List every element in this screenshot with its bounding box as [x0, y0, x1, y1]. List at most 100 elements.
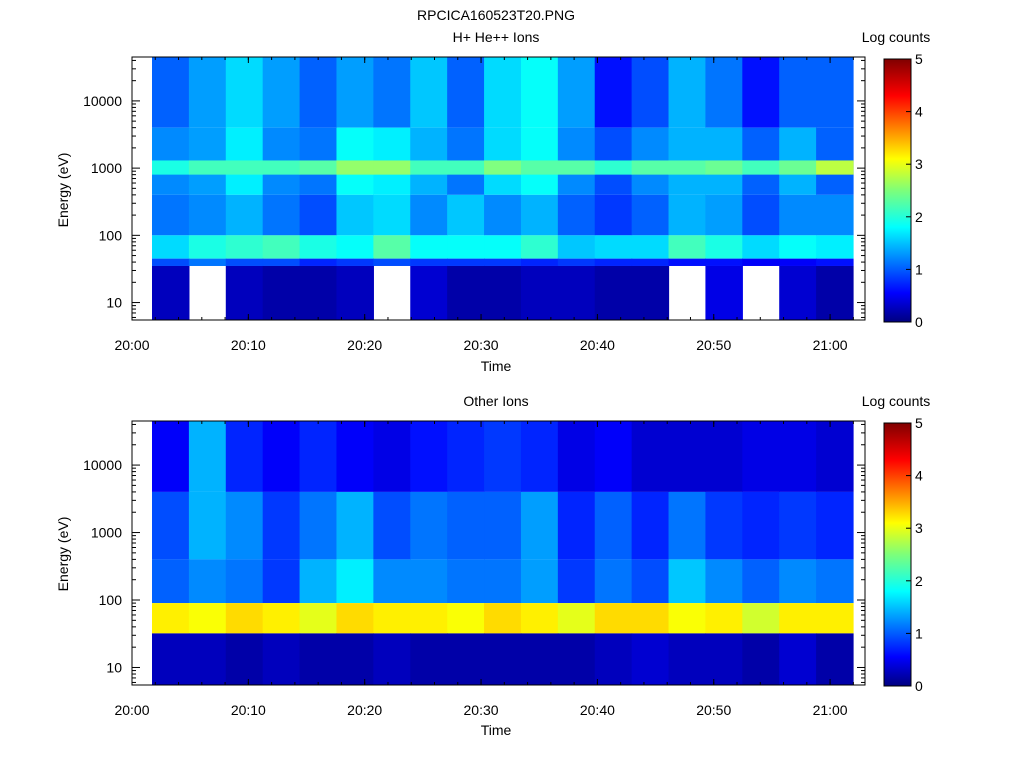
heatmap-cell: [410, 265, 448, 320]
colorbar-tick-label: 4: [915, 104, 923, 120]
heatmap-cell: [631, 265, 670, 320]
heatmap-cell: [336, 559, 374, 604]
colorbar-gradient: [883, 58, 912, 323]
colorbar-label: Log counts: [862, 393, 931, 409]
heatmap-cell: [594, 194, 633, 236]
heatmap-cell: [668, 491, 707, 560]
x-tick-label: 20:10: [231, 337, 266, 353]
heatmap-cell: [336, 491, 374, 560]
heatmap-cell: [742, 603, 780, 634]
heatmap-cell: [816, 194, 854, 236]
heatmap-cell: [373, 491, 411, 560]
heatmap-cell: [631, 57, 670, 128]
x-tick-label: 20:20: [347, 337, 382, 353]
heatmap-cells: [152, 421, 854, 685]
heatmap-cell: [631, 160, 670, 175]
heatmap-cell: [188, 421, 227, 492]
heatmap-cell: [484, 421, 522, 492]
heatmap-cell: [410, 57, 448, 128]
heatmap-cell: [520, 265, 559, 320]
x-tick-label: 20:20: [347, 702, 382, 718]
heatmap-cell: [188, 235, 227, 259]
heatmap-cell: [557, 491, 596, 560]
heatmap-cell: [742, 160, 780, 175]
heatmap-cell: [336, 265, 374, 320]
heatmap-cell: [484, 603, 522, 634]
heatmap-cell: [262, 258, 301, 266]
heatmap-cell: [373, 559, 411, 604]
heatmap-cell: [816, 57, 854, 128]
y-tick-label: 10: [106, 659, 122, 675]
heatmap-cell: [299, 633, 338, 685]
heatmap-cell: [594, 258, 633, 266]
heatmap-cell: [188, 194, 227, 236]
heatmap-cell: [484, 265, 522, 320]
heatmap-cell: [336, 160, 374, 175]
heatmap-cell: [447, 258, 485, 266]
heatmap-cell: [779, 235, 817, 259]
x-tick-label: 20:00: [114, 702, 149, 718]
colorbar-tick-label: 0: [915, 314, 923, 330]
colorbar-tick-label: 1: [915, 625, 923, 641]
x-tick-label: 21:00: [813, 337, 848, 353]
heatmap-cell: [631, 559, 670, 604]
heatmap-cell: [742, 559, 780, 604]
heatmap-cell: [225, 194, 264, 236]
heatmap-cell: [557, 633, 596, 685]
heatmap-cell: [225, 235, 264, 259]
heatmap-cell: [152, 258, 190, 266]
heatmap-cell: [262, 633, 301, 685]
colorbar-tick-label: 0: [915, 678, 923, 694]
heatmap-cell: [779, 265, 817, 320]
panel-h-he-ions: H+ He++ Ions 20:00 20:10 20:20 20:30 20:40 20…: [55, 29, 930, 374]
heatmap-cell: [484, 194, 522, 236]
heatmap-cell: [705, 491, 743, 560]
heatmap-cell: [188, 633, 227, 685]
heatmap-cell: [299, 603, 338, 634]
heatmap-cell: [225, 57, 264, 128]
y-tick-label: 10: [106, 295, 122, 311]
heatmap-cell: [299, 491, 338, 560]
heatmap-cell: [152, 421, 190, 492]
heatmap-cell: [447, 57, 485, 128]
axis-ticks: 20:00 20:10 20:20 20:30 20:40 20:50 21:00 10 100…: [83, 421, 865, 718]
heatmap-cell: [668, 258, 707, 266]
heatmap-cell: [225, 160, 264, 175]
heatmap-cell: [447, 559, 485, 604]
heatmap-cell: [484, 160, 522, 175]
heatmap-cell: [225, 265, 264, 320]
heatmap-cell: [262, 265, 301, 320]
heatmap-cell: [520, 160, 559, 175]
panel-other-ions: Other Ions 20:00 20:10 20:20 20:30 20:40 20:5…: [55, 393, 930, 738]
heatmap-cell: [779, 57, 817, 128]
colorbar-ticks: 0 1 2 3 4 5: [906, 415, 923, 694]
heatmap-cell: [779, 194, 817, 236]
heatmap-cell: [188, 57, 227, 128]
heatmap-cell: [447, 160, 485, 175]
heatmap-cell: [410, 421, 448, 492]
heatmap-cell: [373, 421, 411, 492]
heatmap-cell: [299, 57, 338, 128]
heatmap-cell: [594, 421, 633, 492]
heatmap-cell: [557, 421, 596, 492]
heatmap-cell: [225, 603, 264, 634]
y-tick-label: 10000: [83, 457, 122, 473]
heatmap-cell: [373, 258, 411, 266]
heatmap-cell: [152, 265, 190, 320]
heatmap-cell: [447, 633, 485, 685]
x-tick-label: 20:30: [464, 337, 499, 353]
colorbar-tick-label: 2: [915, 573, 923, 589]
heatmap-cell: [410, 160, 448, 175]
x-tick-label: 20:00: [114, 337, 149, 353]
heatmap-cell: [705, 633, 743, 685]
heatmap-cell: [742, 258, 780, 266]
heatmap-cell: [631, 603, 670, 634]
y-axis-label: Energy (eV): [55, 153, 71, 228]
heatmap-cell: [299, 160, 338, 175]
heatmap-cell: [152, 491, 190, 560]
heatmap-cell: [705, 421, 743, 492]
heatmap-cell: [779, 258, 817, 266]
heatmap-cell: [225, 421, 264, 492]
colorbar-tick-label: 1: [915, 261, 923, 277]
heatmap-cell: [520, 559, 559, 604]
